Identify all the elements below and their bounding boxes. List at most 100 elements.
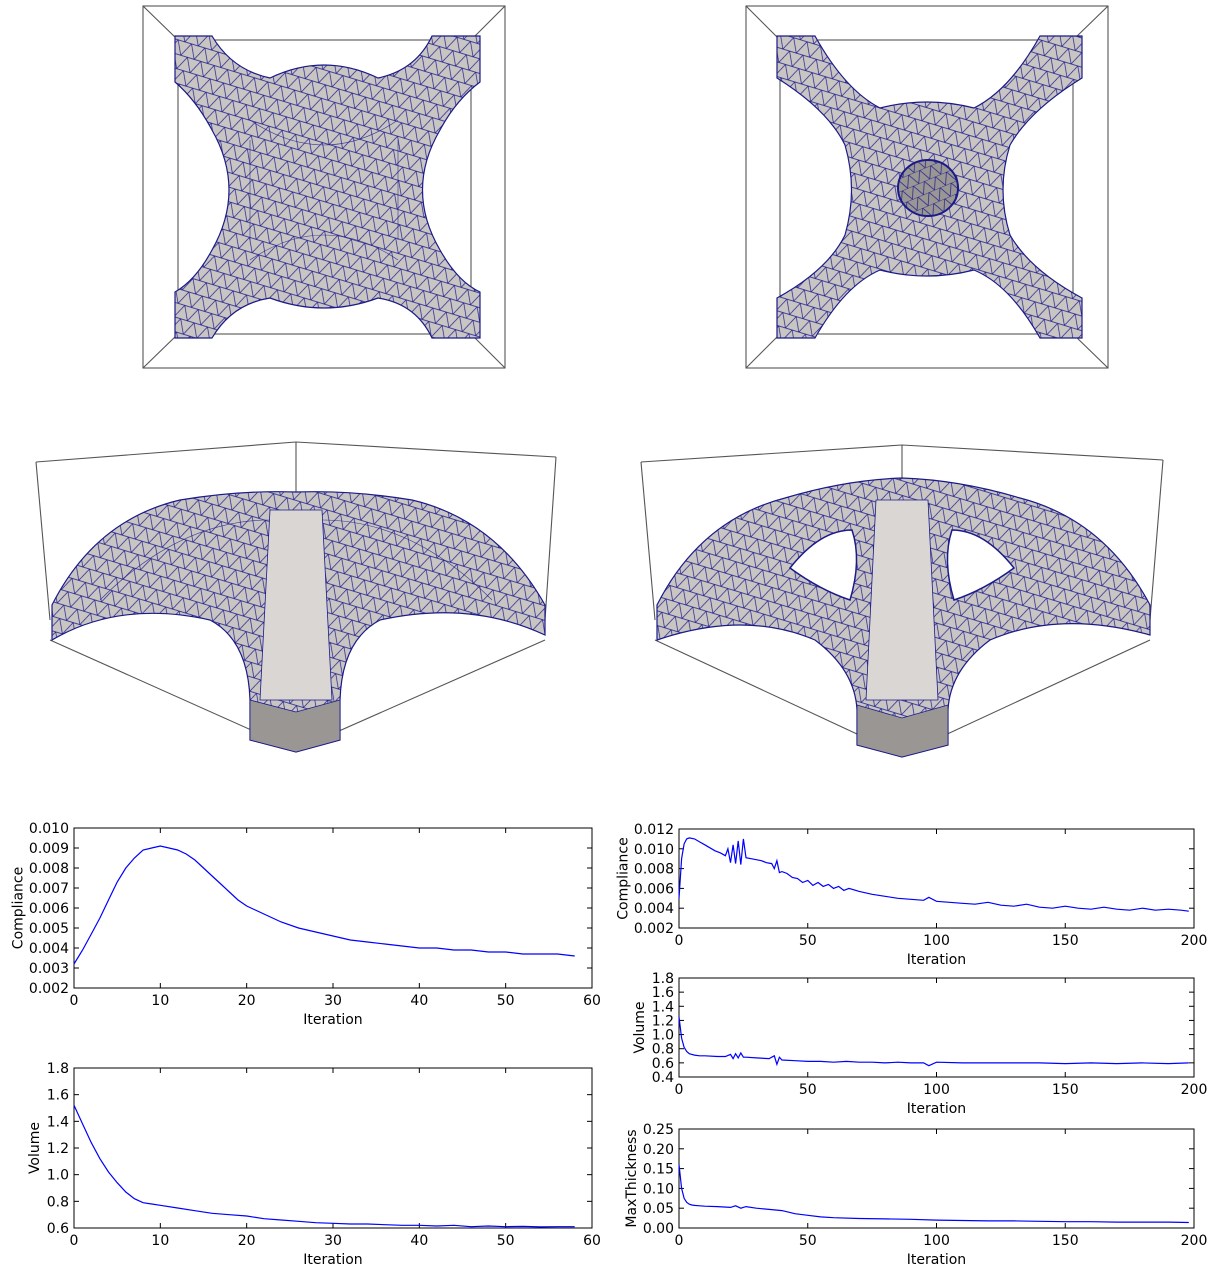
y-tick-label: 1.6 [47, 1088, 69, 1104]
series-line-left-compliance [73, 845, 575, 965]
series-line-right-volume [678, 1016, 1189, 1067]
y-tick-label: 0.00 [643, 1221, 674, 1237]
x-tick-label: 60 [583, 993, 601, 1009]
y-tick-label: 0.002 [29, 981, 69, 997]
series-line-right-maxthickness [678, 1164, 1189, 1224]
x-tick-label: 0 [675, 1233, 684, 1249]
chart-left-compliance: 0 10 20 30 40 50 60 0.002 0.003 0.004 0.005 0.006 0.… [11, 821, 601, 1028]
x-tick-label: 50 [799, 933, 817, 949]
x-tick-label: 100 [923, 1233, 950, 1249]
y-tick-label: 0.006 [634, 881, 674, 897]
y-axis-label: MaxThickness [624, 1129, 640, 1227]
y-tick-label: 0.010 [29, 821, 69, 837]
x-tick-label: 100 [923, 1082, 950, 1098]
center-column [865, 499, 939, 701]
y-axis-label: Compliance [11, 867, 27, 949]
x-tick-label: 200 [1181, 1233, 1208, 1249]
render-top-left [142, 5, 506, 369]
y-tick-label: 0.010 [634, 842, 674, 858]
y-tick-label: 1.0 [47, 1168, 69, 1184]
render-top-right [745, 5, 1109, 369]
x-tick-label: 0 [675, 1082, 684, 1098]
bounding-box-inner [779, 39, 1074, 335]
y-tick-label: 1.0 [652, 1028, 674, 1044]
mesh-surface [174, 35, 481, 339]
bounding-box-outer [745, 5, 1109, 369]
y-tick-label: 1.4 [47, 1114, 69, 1130]
bounding-box-inner [177, 39, 472, 335]
plot-frame [678, 828, 1195, 929]
render-middle-left [35, 441, 557, 753]
chart-right-volume: 0 50 100 150 200 0.40.60.81.01.21.41.61.8 Iter… [632, 971, 1207, 1117]
x-tick-label: 50 [497, 993, 515, 1009]
y-tick-label: 0.008 [634, 862, 674, 878]
y-tick-label: 1.8 [47, 1061, 69, 1077]
x-axis-label: Iteration [907, 1101, 966, 1117]
x-tick-label: 30 [324, 993, 342, 1009]
y-tick-label: 0.10 [643, 1181, 674, 1197]
y-tick-label: 0.009 [29, 841, 69, 857]
hole [897, 159, 959, 217]
x-tick-label: 40 [410, 1233, 428, 1249]
y-tick-label: 0.003 [29, 961, 69, 977]
x-tick-label: 200 [1181, 933, 1208, 949]
x-tick-label: 20 [238, 1233, 256, 1249]
y-tick-label: 1.4 [652, 999, 674, 1015]
y-tick-label: 0.006 [29, 901, 69, 917]
x-tick-label: 50 [799, 1233, 817, 1249]
x-tick-label: 10 [151, 1233, 169, 1249]
x-axis-label: Iteration [907, 952, 966, 968]
y-tick-label: 0.005 [29, 921, 69, 937]
x-tick-label: 100 [923, 933, 950, 949]
y-tick-label: 0.6 [47, 1221, 69, 1237]
series-line-right-compliance [678, 837, 1189, 912]
bounding-box-outer [142, 5, 506, 369]
render-middle-right [640, 444, 1164, 758]
y-tick-label: 1.2 [47, 1141, 69, 1157]
x-axis-label: Iteration [907, 1252, 966, 1268]
x-tick-label: 40 [410, 993, 428, 1009]
chart-left-volume: 0 10 20 30 40 50 60 0.6 0.8 1.0 1.2 1.4 1.6 1.8 Iterat… [27, 1061, 601, 1268]
hole [946, 529, 1016, 601]
y-tick-label: 0.008 [29, 861, 69, 877]
y-tick-label: 0.8 [652, 1042, 674, 1058]
x-tick-label: 20 [238, 993, 256, 1009]
hole [788, 529, 858, 601]
x-tick-label: 150 [1052, 933, 1079, 949]
plot-frame [73, 1067, 593, 1229]
y-tick-label: 1.8 [652, 971, 674, 987]
y-tick-label: 0.20 [643, 1142, 674, 1158]
y-tick-label: 0.6 [652, 1056, 674, 1072]
series-line-left-volume [73, 1105, 575, 1228]
x-tick-label: 60 [583, 1233, 601, 1249]
center-column [259, 509, 333, 701]
x-tick-label: 50 [799, 1082, 817, 1098]
y-tick-label: 0.05 [643, 1201, 674, 1217]
y-tick-label: 0.004 [634, 901, 674, 917]
plot-frame [678, 977, 1195, 1078]
x-tick-label: 30 [324, 1233, 342, 1249]
x-axis-label: Iteration [303, 1012, 362, 1028]
y-tick-label: 0.007 [29, 881, 69, 897]
x-tick-label: 0 [675, 933, 684, 949]
y-tick-label: 0.002 [634, 921, 674, 937]
y-tick-label: 1.6 [652, 985, 674, 1001]
x-tick-label: 10 [151, 993, 169, 1009]
y-axis-label: Compliance [616, 837, 632, 919]
y-tick-label: 0.004 [29, 941, 69, 957]
x-tick-label: 150 [1052, 1082, 1079, 1098]
y-tick-label: 0.4 [652, 1070, 674, 1086]
y-tick-label: 0.15 [643, 1162, 674, 1178]
x-tick-label: 150 [1052, 1233, 1079, 1249]
y-tick-label: 1.2 [652, 1013, 674, 1029]
x-tick-label: 0 [70, 993, 79, 1009]
plot-frame [678, 1128, 1195, 1229]
plot-frame [73, 827, 593, 989]
y-axis-label: Volume [632, 1001, 648, 1053]
y-tick-label: 0.8 [47, 1194, 69, 1210]
x-tick-label: 50 [497, 1233, 515, 1249]
chart-right-maxthickness: 0 50 100 150 200 0.00 0.05 0.10 0.15 0.20 0.25 Iter… [624, 1122, 1208, 1268]
x-tick-label: 200 [1181, 1082, 1208, 1098]
y-axis-label: Volume [27, 1122, 43, 1174]
